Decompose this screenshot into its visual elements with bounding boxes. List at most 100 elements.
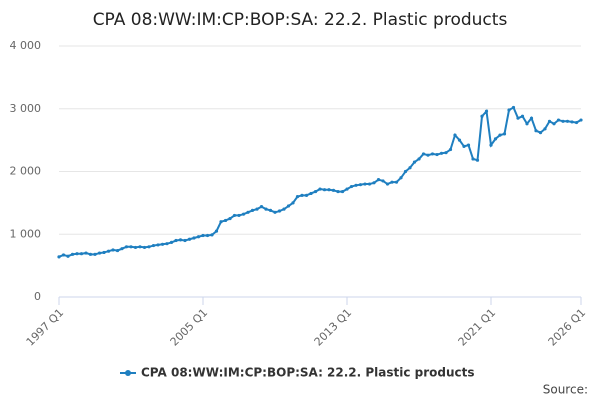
- legend-label: CPA 08:WW:IM:CP:BOP:SA: 22.2. Plastic pr…: [141, 366, 475, 380]
- point: [61, 253, 66, 257]
- point: [318, 187, 322, 191]
- point: [547, 119, 552, 123]
- point: [394, 180, 399, 184]
- legend-marker: [125, 370, 131, 376]
- point: [232, 213, 237, 218]
- point: [255, 207, 259, 211]
- point: [327, 188, 331, 192]
- point: [565, 119, 570, 123]
- point: [187, 237, 192, 241]
- point: [444, 151, 448, 155]
- point: [79, 252, 84, 256]
- point: [493, 137, 498, 141]
- point: [291, 201, 295, 205]
- point: [246, 210, 250, 214]
- point: [241, 212, 246, 216]
- point: [102, 250, 106, 255]
- point: [142, 245, 147, 250]
- point: [462, 144, 466, 148]
- point: [399, 176, 403, 180]
- point: [385, 182, 390, 186]
- point: [381, 179, 385, 183]
- point: [489, 143, 493, 147]
- point: [349, 184, 354, 189]
- point: [484, 109, 489, 113]
- point: [70, 252, 75, 256]
- point: [322, 188, 327, 192]
- point: [574, 120, 579, 125]
- point: [120, 247, 124, 251]
- point: [300, 193, 304, 197]
- point: [570, 120, 574, 124]
- point: [430, 152, 435, 156]
- point: [331, 188, 336, 192]
- point: [498, 133, 502, 137]
- point: [66, 254, 70, 258]
- point: [475, 158, 480, 162]
- point: [390, 180, 394, 184]
- point: [309, 191, 313, 196]
- point: [93, 252, 97, 256]
- point: [435, 152, 439, 157]
- point: [345, 187, 349, 191]
- point: [192, 236, 196, 240]
- point: [439, 151, 444, 155]
- point: [556, 118, 561, 122]
- point: [133, 245, 138, 250]
- point: [237, 213, 241, 218]
- y-tick-label: 3 000: [10, 102, 42, 115]
- point: [466, 143, 471, 147]
- point: [210, 233, 214, 237]
- point: [579, 118, 583, 122]
- point: [552, 122, 556, 126]
- point: [57, 255, 61, 259]
- point: [354, 183, 358, 187]
- x-tick-label: 1997 Q1: [24, 306, 67, 349]
- point: [151, 243, 156, 248]
- point: [453, 133, 457, 137]
- legend: CPA 08:WW:IM:CP:BOP:SA: 22.2. Plastic pr…: [120, 366, 475, 380]
- chart-title: CPA 08:WW:IM:CP:BOP:SA: 22.2. Plastic pr…: [93, 10, 508, 30]
- point: [223, 218, 228, 223]
- point: [165, 242, 169, 246]
- point: [538, 130, 543, 135]
- point: [412, 160, 417, 164]
- x-tick-label: 2021 Q1: [456, 306, 499, 349]
- point: [525, 122, 529, 126]
- point: [457, 138, 462, 142]
- point: [520, 114, 525, 118]
- y-tick-label: 4 000: [10, 39, 42, 52]
- point: [304, 193, 309, 197]
- point: [228, 216, 232, 221]
- point: [426, 153, 430, 157]
- point: [205, 233, 210, 238]
- point: [408, 166, 412, 170]
- point: [421, 152, 426, 156]
- point: [138, 245, 142, 249]
- point: [313, 189, 318, 194]
- point: [129, 245, 133, 249]
- point: [511, 105, 516, 110]
- point: [363, 182, 367, 186]
- point: [147, 245, 151, 249]
- point: [84, 251, 88, 255]
- x-tick-label: 2013 Q1: [312, 306, 355, 349]
- point: [174, 238, 178, 243]
- point: [214, 229, 219, 233]
- point: [502, 132, 507, 136]
- point: [543, 127, 547, 131]
- point: [277, 209, 282, 213]
- point: [124, 245, 129, 249]
- point: [367, 182, 372, 186]
- point: [516, 116, 520, 120]
- point: [340, 189, 345, 194]
- point: [358, 183, 363, 187]
- x-tick-label: 2005 Q1: [168, 306, 211, 349]
- point: [196, 235, 201, 239]
- point: [75, 252, 79, 256]
- point: [115, 248, 120, 253]
- point: [273, 210, 277, 214]
- point: [295, 195, 300, 199]
- point: [268, 208, 273, 213]
